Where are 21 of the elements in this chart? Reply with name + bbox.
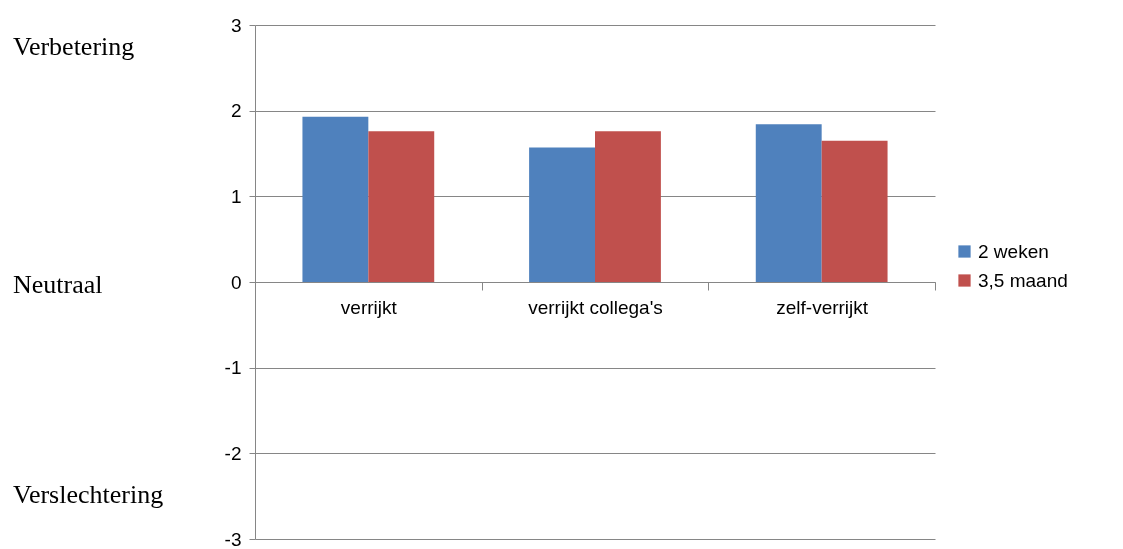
y-tick-label: 0 (230, 271, 242, 293)
text: Verslechtering (13, 480, 164, 509)
x-tick-label: verrijkt collega's (528, 296, 663, 318)
bar (302, 116, 369, 282)
y-tick-label: -3 (224, 528, 242, 549)
bar (595, 131, 661, 282)
bar (529, 147, 595, 282)
y-tick-label: -1 (224, 357, 242, 379)
x-tick-label: verrijkt (340, 296, 398, 318)
y-tick-label: -2 (224, 442, 242, 464)
y-tick-label: 3 (230, 14, 242, 36)
text: Neutraal (13, 270, 103, 299)
x-tick-label: zelf-verrijkt (776, 296, 869, 318)
y-tick-label: 2 (230, 100, 242, 122)
text: Verbetering (13, 32, 135, 61)
legend-label: 2 weken (978, 240, 1049, 262)
bar (821, 140, 888, 282)
legend-label: 3,5 maand (978, 269, 1068, 291)
y-tick-label: 1 (230, 185, 242, 207)
bar (755, 124, 822, 282)
bar (368, 131, 435, 282)
